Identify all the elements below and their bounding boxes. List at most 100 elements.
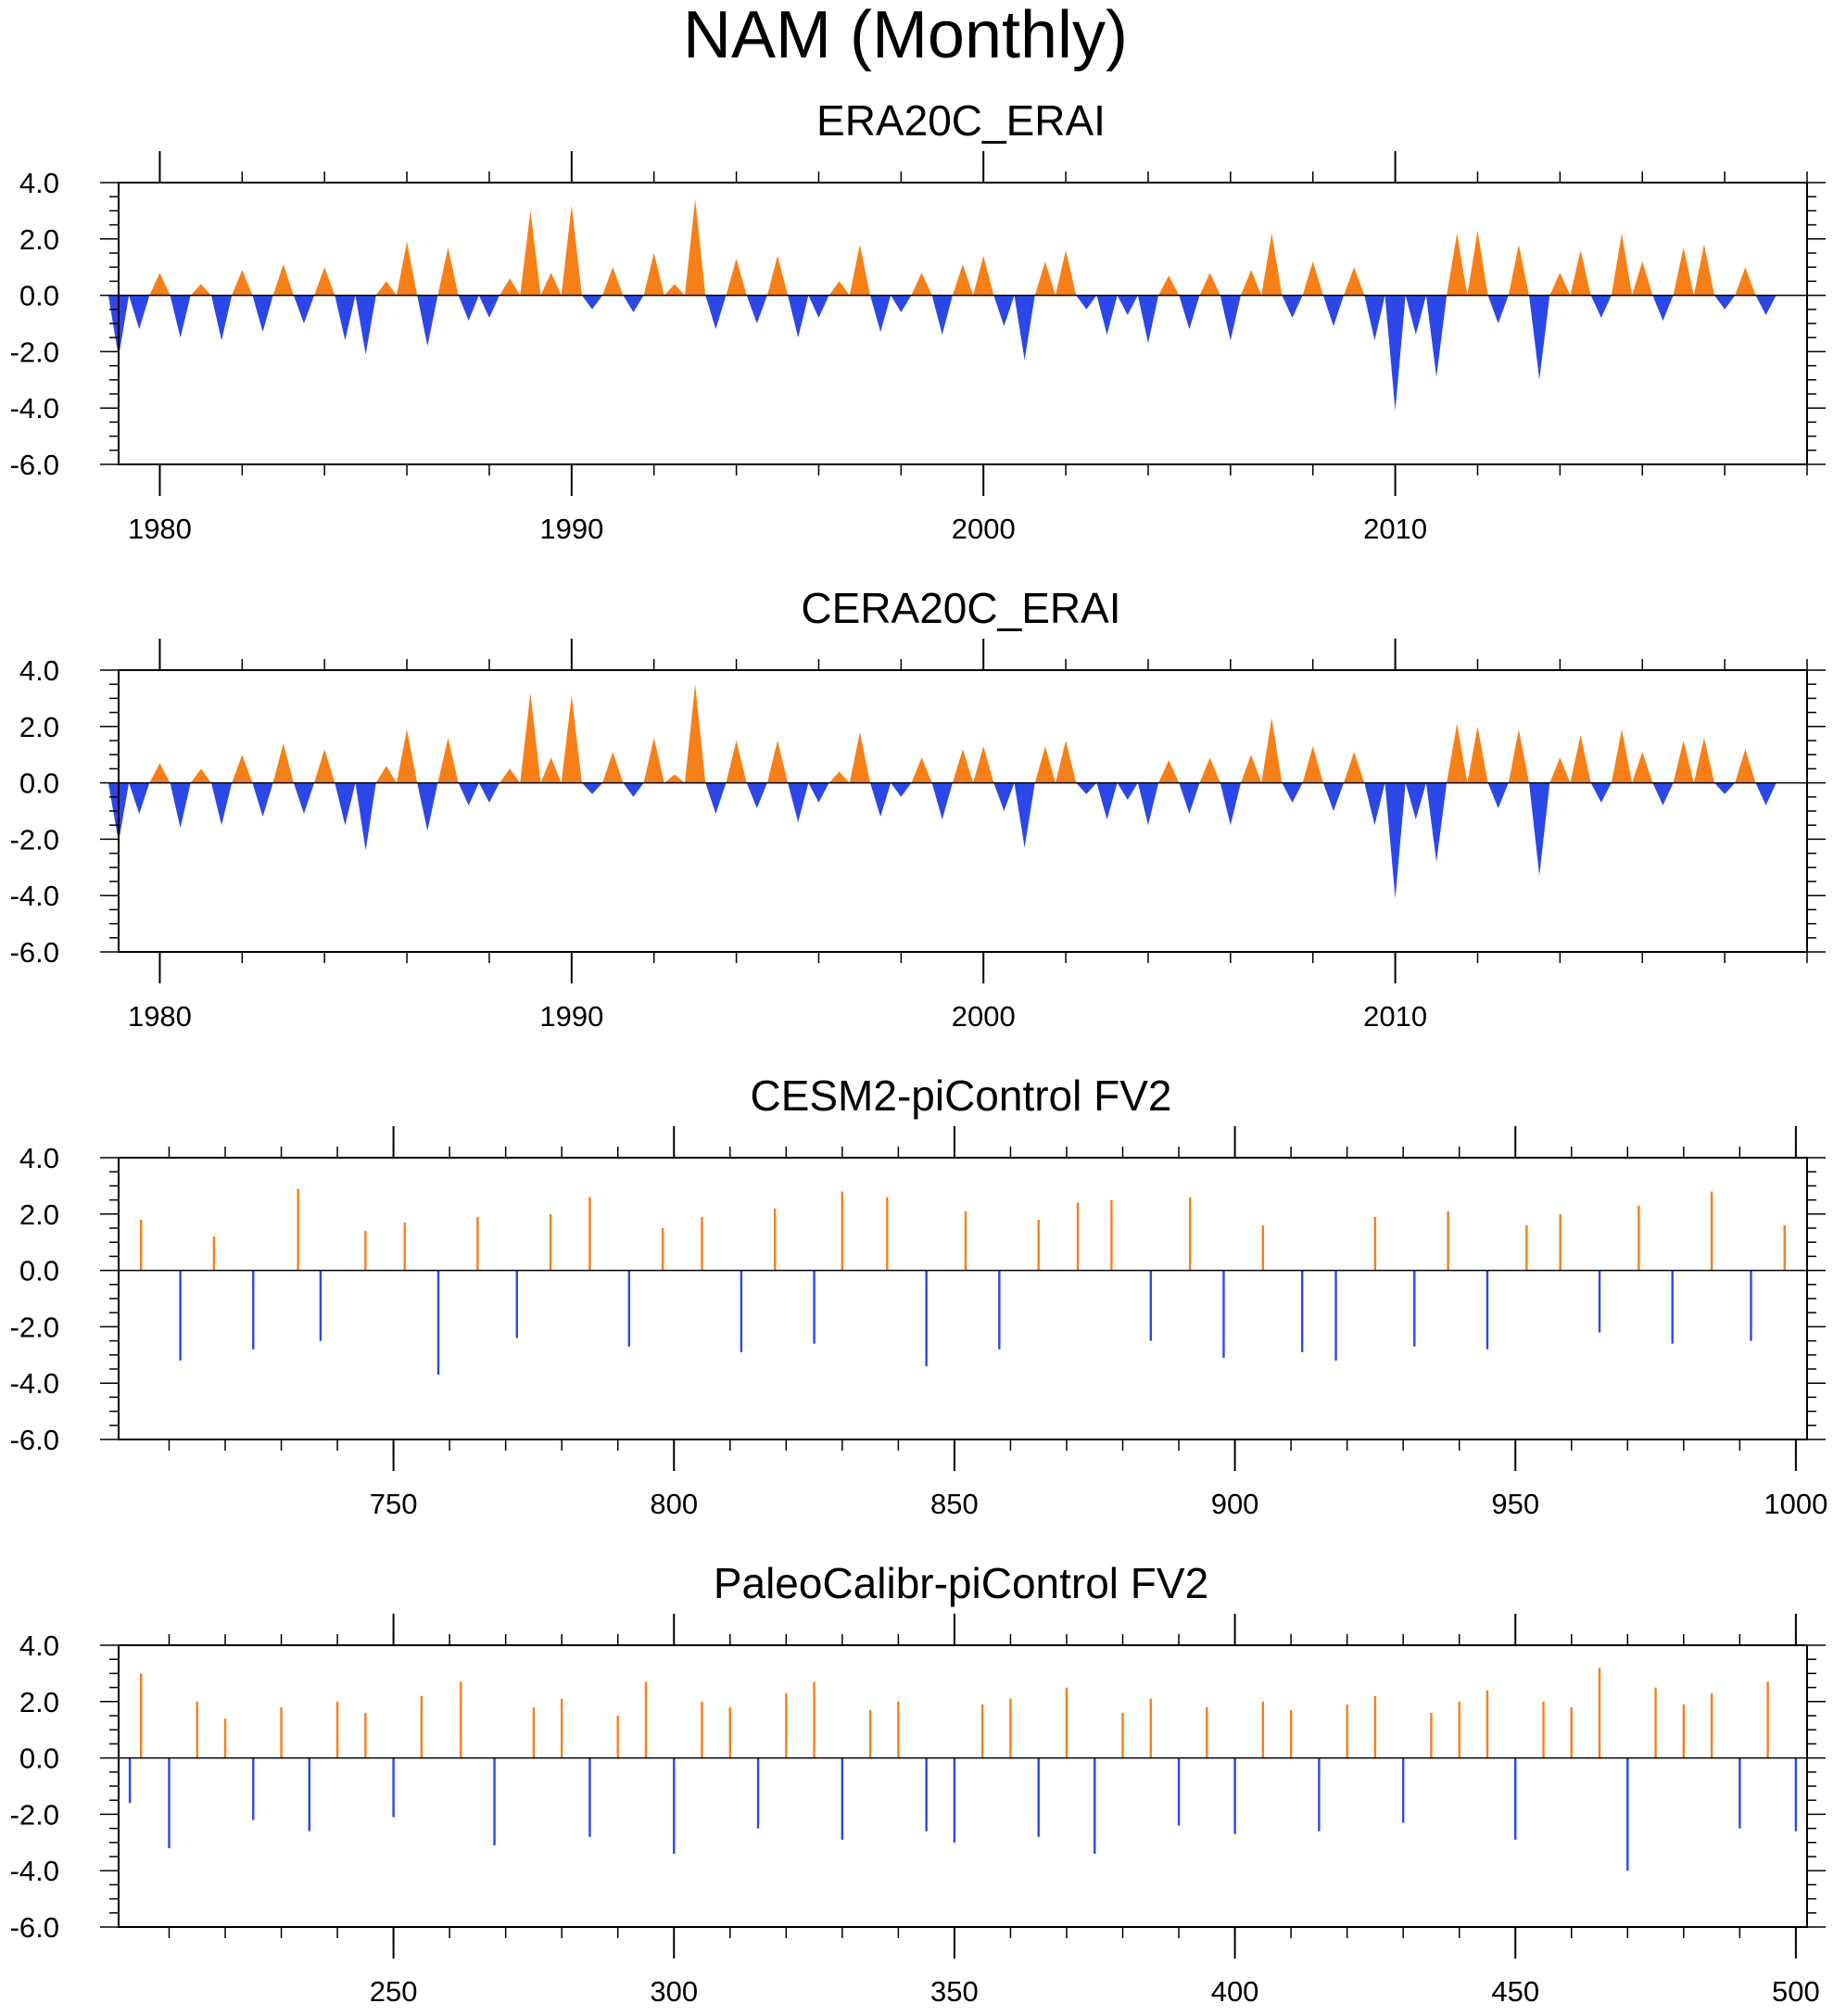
y-tick-label: -4.0 <box>10 1855 59 1887</box>
area-mark <box>540 273 562 296</box>
x-tick-label: 1990 <box>539 1000 603 1033</box>
area-mark <box>1117 295 1138 315</box>
area-mark <box>952 749 974 783</box>
area-mark <box>1220 295 1241 341</box>
bar-mark <box>953 1757 956 1843</box>
area-mark <box>520 692 541 783</box>
area-mark <box>1240 270 1262 296</box>
area-mark <box>232 754 253 783</box>
bar-mark <box>335 1701 339 1758</box>
area-mark <box>437 737 459 783</box>
x-tick-label: 250 <box>370 1975 418 2008</box>
area-mark <box>746 782 767 808</box>
area-mark <box>1055 741 1077 783</box>
area-mark <box>1179 295 1200 330</box>
area-mark <box>190 768 211 783</box>
area-mark <box>252 295 273 333</box>
y-tick-label: -6.0 <box>10 1424 59 1456</box>
bar-mark <box>1289 1709 1293 1758</box>
bar-mark <box>841 1757 844 1840</box>
area-mark <box>1508 244 1530 296</box>
area-mark <box>1487 782 1509 808</box>
x-tick-label: 950 <box>1491 1488 1539 1520</box>
area-mark <box>1096 295 1118 336</box>
area-mark <box>808 295 829 318</box>
area-mark <box>1632 261 1653 296</box>
y-tick-label: -4.0 <box>10 880 59 912</box>
area-mark <box>1076 295 1097 310</box>
bar-mark <box>1110 1199 1113 1271</box>
panel-title: PaleoCalibr-piControl FV2 <box>714 1559 1208 1607</box>
bar-mark <box>1222 1270 1225 1358</box>
bar-mark <box>998 1270 1001 1350</box>
bar-mark <box>1766 1681 1769 1758</box>
bar-mark <box>980 1704 984 1758</box>
bar-mark <box>280 1706 283 1758</box>
area-mark <box>973 746 994 783</box>
bar-mark <box>168 1757 171 1848</box>
panel-era20c-erai: ERA20C_ERAI 4.0 2.0 0.0 -2.0 -4.0 -6.0 1980 19… <box>10 96 1826 545</box>
bar-mark <box>223 1718 227 1758</box>
area-mark <box>149 763 171 783</box>
area-mark <box>664 284 686 296</box>
area-mark <box>581 295 603 310</box>
y-tick-label: -6.0 <box>10 936 59 969</box>
area-mark <box>1755 295 1776 315</box>
area-mark <box>1693 244 1715 296</box>
area-mark <box>1344 752 1365 783</box>
bar-mark <box>1525 1224 1528 1271</box>
area-mark <box>1384 295 1406 412</box>
area-mark <box>129 295 150 330</box>
bar-mark <box>319 1270 322 1341</box>
bar-mark <box>701 1216 703 1271</box>
bar-mark <box>1206 1706 1208 1758</box>
y-tick-label: -2.0 <box>10 1798 59 1831</box>
area-mark <box>1014 782 1035 848</box>
bar-mark <box>616 1716 619 1758</box>
area-mark <box>1425 295 1448 377</box>
area-mark <box>931 782 953 820</box>
bar-mark <box>644 1681 648 1758</box>
area-mark <box>272 743 294 783</box>
bar-mark <box>1486 1690 1489 1758</box>
x-tick-label: 2000 <box>952 1000 1016 1033</box>
area-mark <box>705 782 727 815</box>
y-tick-label: 4.0 <box>19 654 59 687</box>
area-mark <box>190 284 211 296</box>
area-mark <box>1447 233 1468 296</box>
bar-mark <box>728 1706 731 1758</box>
area-mark <box>520 210 541 296</box>
bar-mark <box>925 1270 928 1366</box>
plot-frame <box>118 182 1808 465</box>
bar-mark <box>785 1693 788 1758</box>
panel-title: CESM2-piControl FV2 <box>750 1071 1171 1120</box>
bar-mark <box>392 1757 395 1818</box>
bar-mark <box>1794 1757 1798 1832</box>
area-mark <box>170 295 191 338</box>
area-mark <box>1714 782 1736 794</box>
bar-mark <box>1514 1757 1517 1840</box>
y-tick-label: -4.0 <box>10 392 59 425</box>
bar-mark <box>364 1231 367 1271</box>
bar-mark <box>1626 1757 1629 1871</box>
bar-mark <box>964 1211 967 1271</box>
area-mark <box>335 295 356 341</box>
area-mark <box>1735 267 1756 296</box>
bar-mark <box>756 1757 760 1829</box>
area-mark <box>746 295 767 323</box>
bar-mark <box>1373 1216 1377 1271</box>
bar-mark <box>1233 1757 1236 1834</box>
bar-mark <box>1598 1667 1601 1758</box>
area-mark <box>1549 757 1571 783</box>
panel-cera20c-erai: CERA20C_ERAI 4.0 2.0 0.0 -2.0 -4.0 -6.0 1980 1… <box>10 584 1826 1033</box>
area-mark <box>828 771 850 783</box>
bar-mark <box>179 1270 182 1361</box>
bar-mark <box>196 1701 198 1758</box>
area-mark <box>952 264 974 296</box>
area-mark <box>355 295 376 355</box>
area-mark <box>252 782 273 818</box>
area-mark <box>1632 752 1653 783</box>
area-mark <box>561 205 582 296</box>
bar-mark <box>1559 1213 1562 1271</box>
area-mark <box>478 782 500 803</box>
